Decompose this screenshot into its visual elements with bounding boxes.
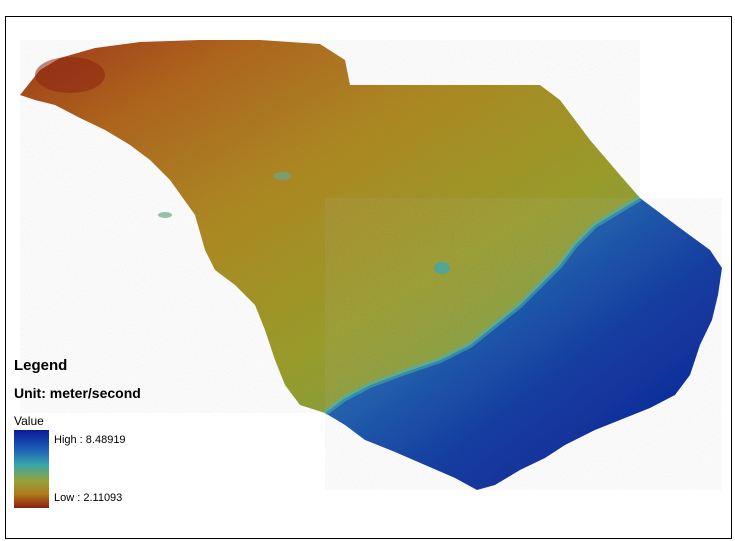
legend-title: Legend bbox=[14, 357, 68, 374]
legend-unit: Unit: meter/second bbox=[14, 385, 141, 401]
legend-color-ramp bbox=[14, 430, 49, 508]
inland-lake bbox=[158, 212, 172, 218]
land-region bbox=[20, 40, 640, 413]
legend-high-label: High : 8.48919 bbox=[54, 434, 126, 446]
legend-low-label: Low : 2.11093 bbox=[54, 492, 123, 504]
inland-lake bbox=[273, 172, 291, 180]
sea-region bbox=[325, 198, 722, 490]
map-legend: Legend Unit: meter/second Value High : 8… bbox=[14, 355, 264, 515]
hotspot bbox=[35, 57, 105, 93]
top-margin bbox=[0, 0, 735, 16]
legend-value-label: Value bbox=[14, 414, 44, 428]
coastal-band bbox=[323, 195, 642, 416]
inland-lake bbox=[434, 262, 450, 274]
